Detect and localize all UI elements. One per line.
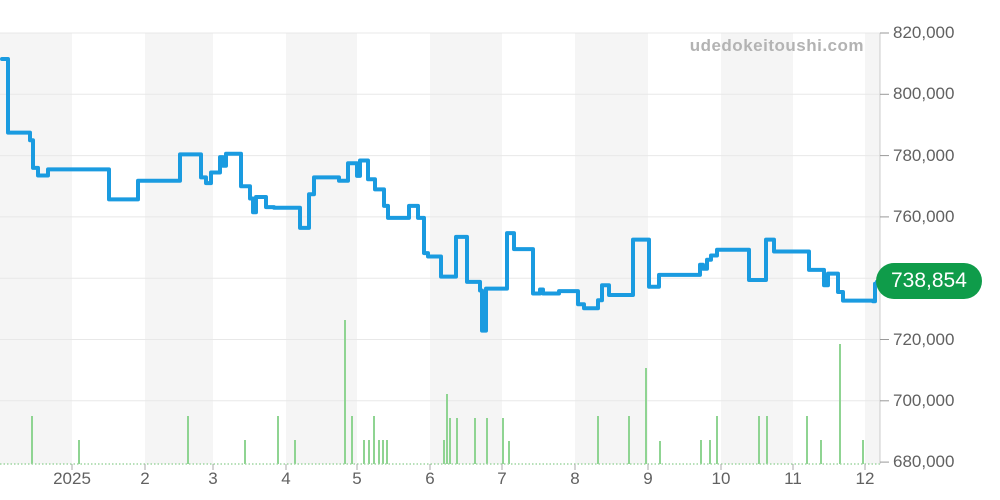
volume-bar (368, 440, 370, 464)
volume-bar (474, 418, 476, 464)
volume-bar (31, 416, 33, 464)
volume-bar (456, 418, 458, 464)
volume-bar (597, 416, 599, 464)
volume-bar (766, 416, 768, 464)
volume-bar (344, 320, 346, 464)
volume-bar (277, 416, 279, 464)
x-axis-label: 2 (140, 469, 150, 488)
y-axis-label: 780,000 (893, 145, 955, 165)
y-axis-label: 760,000 (893, 206, 955, 226)
volume-bar (244, 440, 246, 464)
volume-bar (382, 440, 384, 464)
volume-bar (187, 416, 189, 464)
x-axis-label: 8 (570, 469, 580, 488)
x-axis-label: 11 (784, 469, 802, 488)
x-axis-label: 2025 (53, 469, 91, 488)
volume-bar (351, 416, 353, 464)
volume-bar (294, 440, 296, 464)
current-price-badge: 738,854 (876, 263, 982, 299)
x-axis-label: 6 (425, 469, 435, 488)
month-band (145, 33, 213, 464)
x-axis-label: 4 (281, 469, 291, 488)
volume-bar (862, 440, 864, 464)
volume-bar (443, 440, 445, 464)
x-axis-label: 9 (643, 469, 653, 488)
y-axis-label: 700,000 (893, 390, 955, 410)
x-axis-label: 10 (711, 469, 731, 488)
y-axis-label: 680,000 (893, 452, 955, 472)
y-axis-label: 800,000 (893, 84, 955, 104)
volume-bar (758, 416, 760, 464)
volume-bar (363, 440, 365, 464)
volume-bar (78, 440, 80, 464)
x-axis-label: 12 (855, 469, 875, 488)
volume-bar (486, 418, 488, 464)
volume-bar (449, 418, 451, 464)
watermark: udedokeitoushi.com (689, 36, 864, 55)
volume-bar (446, 394, 448, 464)
month-band (286, 33, 357, 464)
volume-bar (508, 441, 510, 464)
y-axis-label: 720,000 (893, 329, 955, 349)
volume-bar (806, 416, 808, 464)
volume-bar (645, 368, 647, 464)
current-price-value: 738,854 (891, 269, 967, 292)
volume-bar (839, 344, 841, 464)
month-band (575, 33, 648, 464)
y-axis-label: 820,000 (893, 23, 955, 42)
volume-bar (386, 440, 388, 464)
volume-bar (502, 418, 504, 464)
month-band (865, 33, 880, 464)
price-line (0, 57, 880, 333)
x-axis-label: 7 (497, 469, 507, 488)
volume-bar (659, 441, 661, 464)
x-axis-label: 5 (352, 469, 362, 488)
volume-bar (378, 440, 380, 464)
volume-bar (700, 440, 702, 464)
volume-bar (716, 416, 718, 464)
x-axis-label: 3 (208, 469, 218, 488)
month-band (0, 33, 72, 464)
volume-bar (820, 440, 822, 464)
volume-bar (709, 440, 711, 464)
volume-bar (373, 416, 375, 464)
volume-bar (628, 416, 630, 464)
